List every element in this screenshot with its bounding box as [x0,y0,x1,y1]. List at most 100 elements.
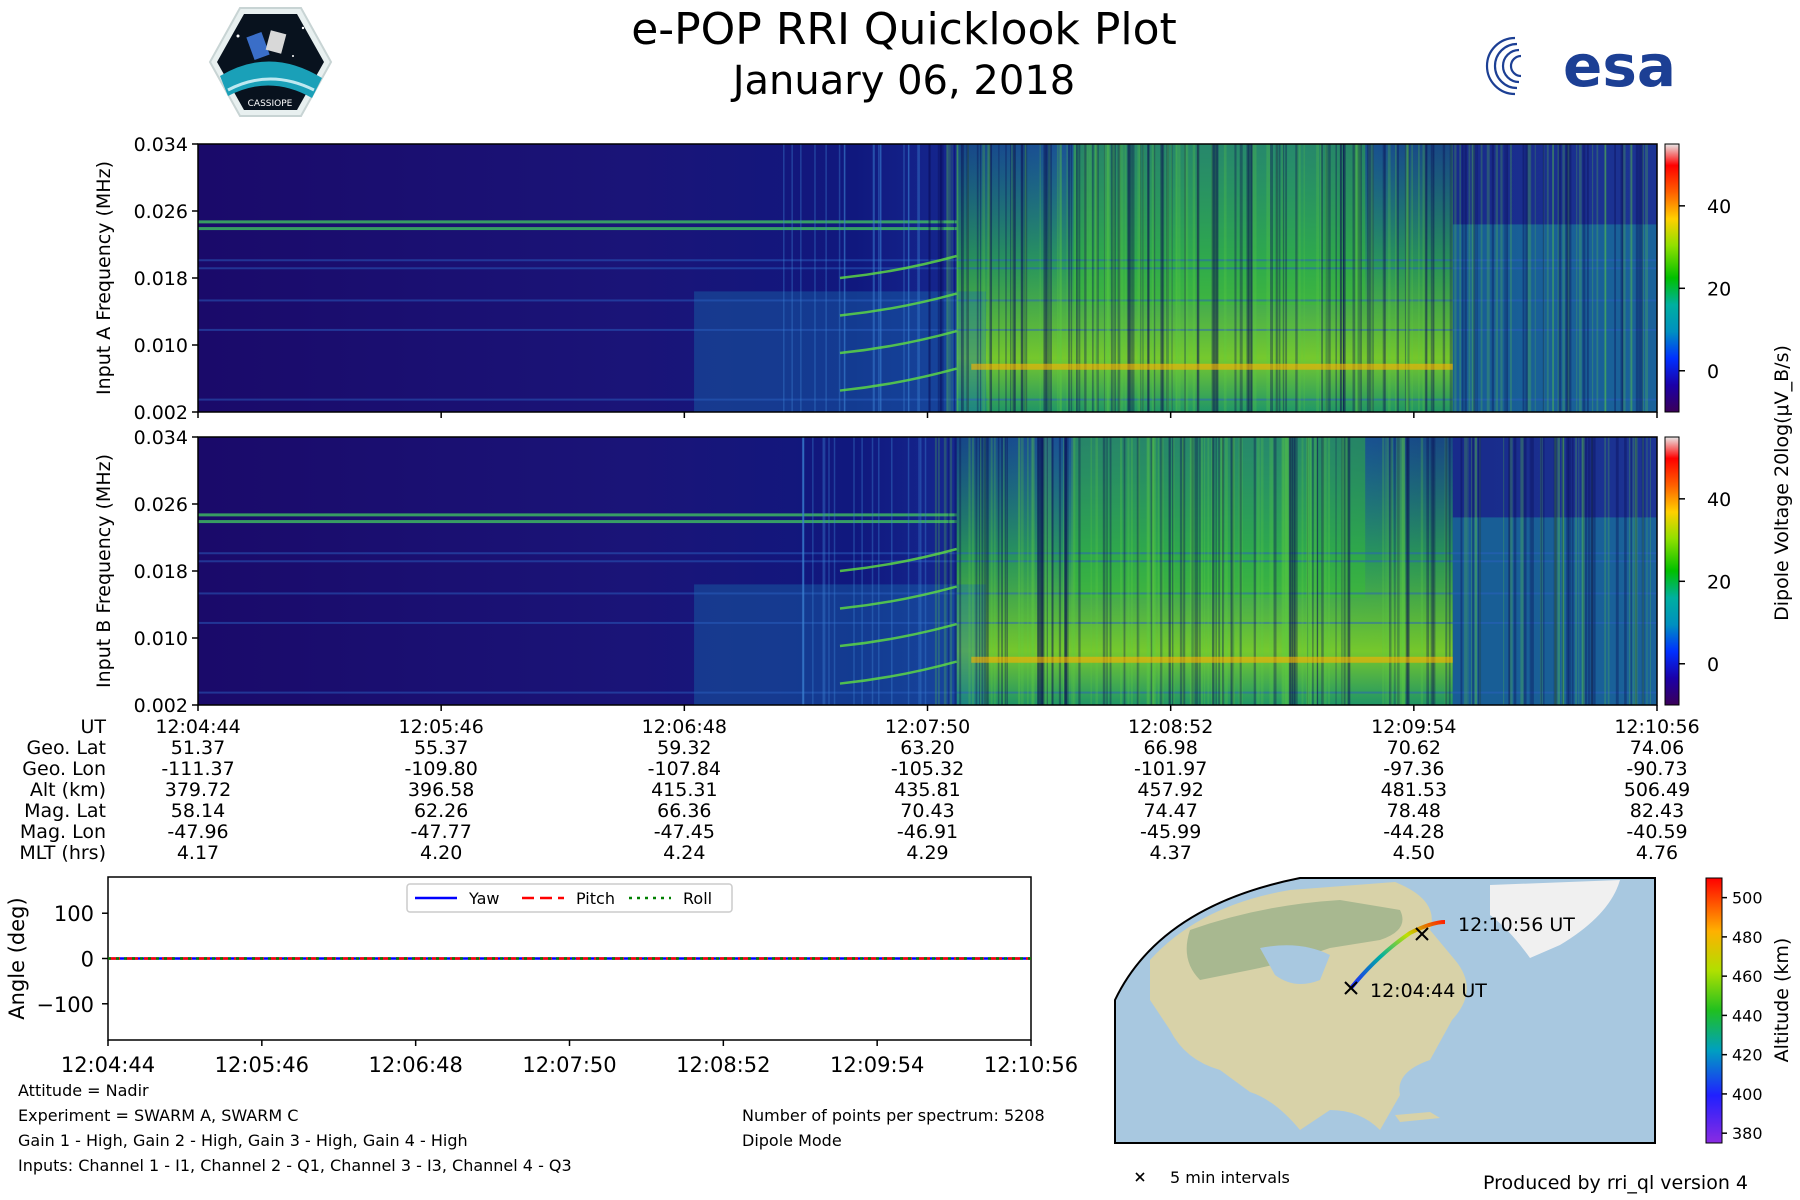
striation [1295,144,1298,412]
striation [1182,437,1186,705]
active-tail [1452,224,1657,412]
ephemeris-cell: 506.49 [1623,779,1691,801]
striation [1027,437,1029,705]
rising-trace [839,622,958,648]
rising-trace [839,254,958,280]
ephemeris-cell: -107.84 [647,758,721,780]
ephemeris-row-label: MLT (hrs) [19,842,106,864]
y-tick-label: 0.002 [134,695,188,717]
striation [1118,144,1121,412]
striation [1088,144,1092,412]
striation [1148,144,1150,412]
low-freq-band [971,363,1453,370]
map-frame [1114,877,1656,1144]
striation [1503,437,1505,705]
striation [1005,144,1007,412]
striation [801,437,804,705]
striation [1386,437,1389,705]
striation [1604,144,1607,412]
striation [987,144,991,412]
striation [1066,144,1068,412]
legend-label-yaw: Yaw [468,889,499,908]
striation [1523,437,1527,705]
striation [1179,437,1183,705]
striation [1043,144,1046,412]
striation [1137,437,1141,705]
striation [1578,144,1582,412]
striation [1343,437,1347,705]
striation [1231,437,1235,705]
striation [1058,144,1062,412]
striation [1566,437,1569,705]
striation [1275,144,1278,412]
striation [971,437,974,705]
striation [1479,437,1481,705]
striation [1003,437,1005,705]
striation [1522,437,1524,705]
ephemeris-cell: 457.92 [1137,779,1204,801]
striation [1473,144,1476,412]
striation [1004,437,1007,705]
striation [1266,144,1268,412]
striation [1508,437,1511,705]
striation [812,437,814,705]
striation [1065,437,1067,705]
colorbar-tick-label: 0 [1707,654,1719,676]
colorbar-tick-label: 20 [1707,278,1731,300]
striation [1426,437,1430,705]
striation [1565,144,1569,412]
striation [1630,144,1633,412]
altitude-tick-label: 420 [1732,1046,1763,1065]
striation [1037,437,1041,705]
ephemeris-cell: 63.20 [900,737,955,759]
striation [1591,437,1593,705]
striation [1038,437,1040,705]
ephemeris-cell: 74.06 [1629,737,1685,759]
striation [1530,437,1534,705]
striation [1112,144,1115,412]
striation [1355,144,1359,412]
ephemeris-cell: -47.77 [410,821,472,843]
striation [1474,437,1477,705]
striation [1071,437,1074,705]
striation [1196,144,1199,412]
striation [878,437,880,705]
striation [948,437,950,705]
striation [1074,144,1076,412]
striation [1562,437,1564,705]
striation [983,437,986,705]
striation [1407,144,1410,412]
striation [1587,437,1591,705]
striation [1118,144,1122,412]
ephemeris-cell: 4.17 [176,842,220,864]
striation [1620,144,1623,412]
striation [1306,437,1309,705]
striation [1424,144,1428,412]
striation [1430,437,1434,705]
spectral-line [198,552,1657,555]
ephemeris-cell: 66.36 [657,800,712,822]
striation [1084,144,1087,412]
striation [1064,437,1067,705]
striation [1094,144,1098,412]
striation [1504,144,1506,412]
striation [1232,437,1235,705]
striation [1211,437,1214,705]
striation [1591,437,1593,705]
ephemeris-cell: 415.31 [651,779,718,801]
striation [1607,437,1610,705]
ephemeris-cell: 4.24 [663,842,706,864]
striation [1276,144,1278,412]
striation [928,144,930,412]
striation [1621,144,1624,412]
striation [988,144,991,412]
striation [1464,437,1468,705]
striation [1307,437,1309,705]
rising-trace [839,547,958,573]
striation [1540,437,1543,705]
striation [1425,144,1427,412]
striation [1296,144,1299,412]
striation [1558,144,1562,412]
striation [1404,144,1407,412]
spectral-line [198,621,1657,624]
